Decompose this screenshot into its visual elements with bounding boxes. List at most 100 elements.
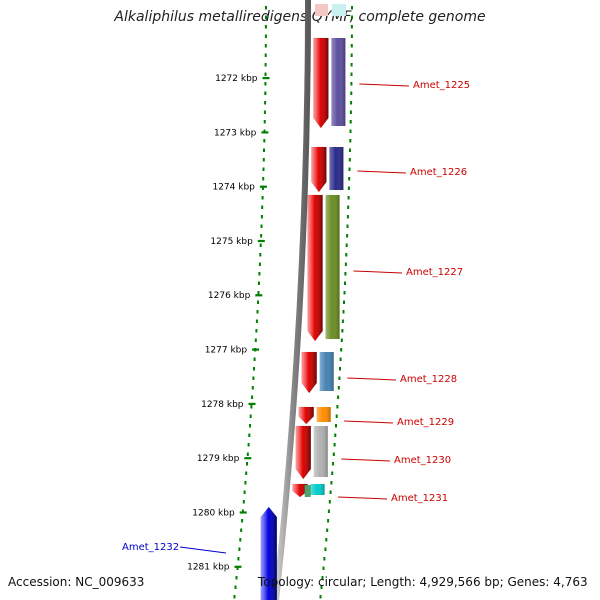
backbone-line (273, 0, 311, 600)
ruler-dot-left (254, 338, 257, 342)
cog-bar-shade (313, 426, 328, 477)
ruler-dot-left (245, 471, 248, 475)
ruler-dot-left (237, 557, 240, 561)
ruler-tick-label: 1274 kbp (212, 183, 255, 193)
ruler-dot-left (263, 129, 266, 133)
gene-label-leader (179, 546, 227, 554)
gene-label: Amet_1227 (406, 267, 463, 278)
topology-summary: Topology: circular; Length: 4,929,566 bp… (258, 575, 588, 589)
ruler-dot-right (336, 405, 339, 409)
ruler-tick-label: 1273 kbp (214, 128, 257, 138)
cog-bar-shade (329, 147, 344, 190)
ruler-dot-right (351, 6, 353, 10)
ruler-tick (239, 511, 247, 514)
ruler-dot-left (261, 205, 264, 209)
gene-label-leader (344, 420, 394, 424)
ruler-dot-right (347, 186, 350, 190)
ruler-tick (259, 185, 267, 188)
ruler-dot-right (322, 566, 325, 570)
ruler-dot-right (334, 433, 337, 437)
left-ruler (233, 6, 267, 599)
partial-gene-top (314, 4, 328, 16)
cog-bar-shade (325, 195, 340, 339)
gene-label: Amet_1229 (397, 417, 454, 428)
ruler-dot-right (349, 110, 352, 114)
cog-bar-shade (310, 484, 325, 495)
ruler-dot-right (339, 357, 342, 361)
gene-label: Amet_1225 (413, 80, 470, 91)
gene-label-leader (353, 270, 403, 274)
cog-bar-shade (319, 352, 334, 391)
ruler-dot-right (350, 44, 353, 48)
gene-arrow-shade (311, 147, 327, 192)
gene-arrow-shade (313, 38, 329, 128)
gene-label: Amet_1228 (400, 374, 457, 385)
ruler-dot-left (256, 310, 259, 314)
ruler-dot-right (342, 310, 345, 314)
ruler-dot-right (349, 139, 352, 143)
ruler-dot-left (264, 82, 267, 86)
ruler-dot-left (246, 452, 249, 456)
ruler-dot-left (241, 519, 244, 523)
ruler-tick (262, 77, 270, 80)
ruler-dot-left (263, 120, 266, 124)
ruler-dot-left (262, 167, 265, 171)
ruler-dot-left (246, 462, 248, 466)
gene-arrow-shade (301, 352, 317, 393)
ruler-tick (244, 457, 252, 460)
ruler-dot-left (264, 63, 267, 67)
accession-text: Accession: NC_009633 (8, 575, 145, 589)
gene-label: Amet_1226 (410, 167, 467, 178)
ruler-dot-left (255, 319, 258, 323)
ruler-dot-right (340, 338, 343, 342)
ruler-dot-right (327, 519, 330, 523)
ruler-tick (261, 131, 269, 134)
ruler-dot-right (330, 481, 333, 485)
ruler-dot-right (345, 243, 348, 247)
ruler-dot-left (264, 25, 267, 29)
ruler-dot-right (346, 224, 349, 228)
ruler-dot-left (264, 72, 267, 76)
cog-bar-shade (316, 407, 331, 422)
gene-arrow-shade (260, 507, 277, 600)
ruler-dot-right (350, 25, 353, 29)
ruler-dot-left (243, 490, 246, 494)
ruler-dot-left (249, 424, 251, 428)
ruler-dot-left (242, 500, 245, 504)
ruler-dot-left (241, 509, 244, 513)
ruler-dot-left (251, 386, 254, 390)
ruler-dot-right (349, 120, 352, 124)
ruler-tick (248, 402, 256, 405)
ruler-dot-left (265, 6, 267, 10)
ruler-dot-right (350, 82, 353, 86)
ruler-dot-left (253, 367, 255, 371)
ruler-dot-right (344, 281, 346, 285)
ruler-tick-label: 1277 kbp (205, 346, 248, 356)
ruler-dot-right (345, 253, 348, 257)
ruler-dot-right (344, 262, 347, 266)
ruler-dot-right (332, 452, 335, 456)
ruler-dot-right (321, 576, 324, 580)
ruler-dot-right (348, 167, 351, 171)
gene-label: Amet_1232 (122, 542, 179, 553)
ruler-dot-left (262, 158, 265, 162)
page-title: Alkaliphilus metalliredigens QYMF, compl… (114, 9, 486, 25)
ruler-tick-label: 1275 kbp (210, 237, 253, 247)
ruler-dot-left (265, 15, 267, 19)
ruler-tick (234, 565, 242, 568)
ruler-dot-right (329, 490, 332, 494)
ruler-dot-left (238, 547, 241, 551)
ruler-dot-left (258, 281, 260, 285)
ruler-dot-right (346, 234, 349, 238)
ruler-dot-right (350, 101, 353, 105)
ruler-dot-right (333, 443, 336, 447)
ruler-tick-label: 1280 kbp (192, 508, 235, 518)
ruler-dot-left (250, 405, 253, 409)
right-ruler (319, 6, 353, 599)
gene-label-leader (357, 170, 407, 174)
ruler-tick (255, 294, 263, 297)
ruler-dot-left (264, 101, 267, 105)
ruler-dot-left (236, 566, 239, 570)
ruler-dot-right (335, 414, 338, 418)
